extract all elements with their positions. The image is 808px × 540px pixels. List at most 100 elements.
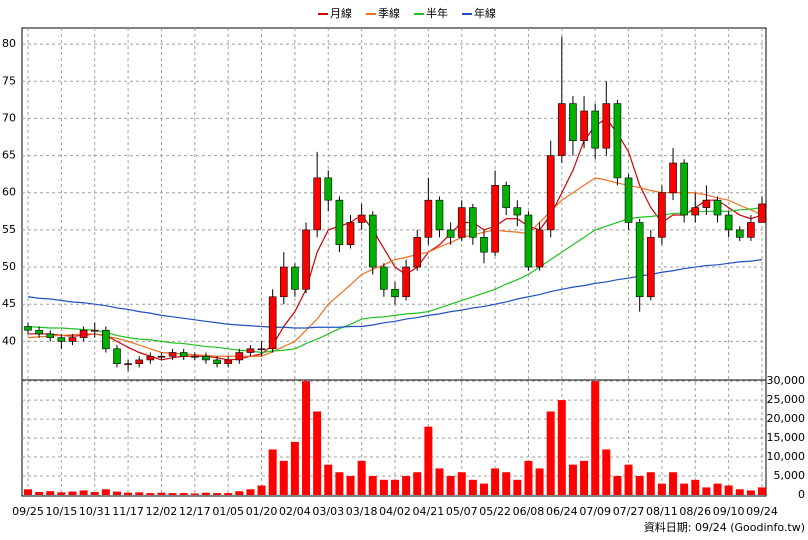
- legend-label: 年線: [474, 6, 496, 20]
- x-tick-label: 06/08: [513, 505, 545, 518]
- candle-body: [669, 162, 677, 194]
- candle-body: [524, 214, 533, 268]
- volume-bar: [713, 483, 722, 495]
- candle-body: [346, 222, 355, 246]
- x-tick-label: 05/07: [446, 505, 478, 518]
- y-tick-label: 60: [2, 186, 16, 199]
- candle-body: [758, 203, 766, 223]
- candle-body: [291, 266, 299, 290]
- volume-bar: [224, 493, 233, 495]
- volume-bar: [379, 479, 388, 495]
- volume-bar: [746, 490, 755, 495]
- volume-bar: [446, 476, 455, 495]
- x-tick-label: 08/11: [646, 505, 678, 518]
- x-tick-label: 06/24: [546, 505, 578, 518]
- volume-bar: [413, 472, 422, 495]
- candle-body: [658, 192, 666, 238]
- ma-line: [27, 177, 763, 357]
- volume-bar: [190, 493, 199, 495]
- volume-bar: [546, 411, 555, 495]
- x-tick-label: 11/17: [112, 505, 144, 518]
- volume-bar: [257, 485, 266, 495]
- volume-bar: [669, 472, 678, 495]
- candle-body: [702, 199, 711, 208]
- volume-bar: [112, 491, 121, 495]
- candle-body: [435, 199, 444, 231]
- x-tick-label: 04/21: [413, 505, 445, 518]
- candle-body: [179, 352, 188, 357]
- volume-bar: [457, 472, 466, 495]
- candle-body: [424, 199, 433, 238]
- volume-bar: [302, 381, 311, 495]
- volume-bar: [35, 491, 44, 495]
- candle-body: [257, 348, 266, 351]
- candle-body: [469, 207, 477, 238]
- volume-bar: [513, 479, 522, 495]
- candle-body: [491, 185, 499, 253]
- volume-bar: [101, 489, 110, 495]
- candle-body: [324, 177, 333, 201]
- volume-bar: [313, 411, 322, 495]
- candle-body: [202, 355, 210, 361]
- volume-bar: [324, 464, 333, 495]
- candle-body: [502, 185, 511, 208]
- y-tick-label: 50: [2, 260, 16, 273]
- volume-bar: [279, 460, 288, 495]
- volume-bar: [735, 489, 744, 495]
- legend-label: 半年: [426, 6, 448, 20]
- x-tick-label: 08/26: [679, 505, 711, 518]
- x-tick-label: 07/27: [613, 505, 645, 518]
- legend-label: 月線: [330, 6, 352, 20]
- volume-bar: [435, 468, 444, 495]
- volume-bar: [46, 491, 55, 495]
- candle-body: [313, 177, 321, 231]
- volume-bar: [246, 489, 255, 495]
- candle-body: [79, 329, 88, 338]
- volume-bar: [591, 381, 600, 495]
- y-tick-label: 45: [2, 297, 16, 310]
- x-tick-label: 01/20: [246, 505, 278, 518]
- candle-body: [391, 289, 399, 298]
- y2-tick-label: 20,000: [767, 412, 806, 425]
- candle-body: [402, 266, 410, 298]
- candle-body: [268, 296, 277, 350]
- candle-body: [157, 355, 166, 358]
- candle-body: [168, 352, 177, 357]
- x-tick-label: 12/17: [179, 505, 211, 518]
- volume-bar: [201, 492, 210, 495]
- volume-bar: [557, 400, 566, 495]
- candle-body: [368, 214, 377, 268]
- volume-bar: [635, 476, 644, 495]
- candle-body: [380, 266, 388, 290]
- volume-bar: [68, 491, 77, 495]
- candle-body: [569, 103, 577, 142]
- volume-bar: [79, 490, 88, 495]
- candle-body: [113, 348, 121, 364]
- candle-body: [102, 329, 110, 350]
- volume-bar: [491, 468, 500, 495]
- volume-bar: [402, 476, 411, 495]
- volume-bar: [268, 449, 277, 495]
- x-tick-label: 12/02: [146, 505, 178, 518]
- volume-bar: [680, 483, 689, 495]
- candle-body: [613, 103, 622, 179]
- candle-body: [546, 155, 555, 231]
- volume-bar: [424, 426, 433, 495]
- x-tick-label: 09/24: [746, 505, 778, 518]
- volume-bar: [524, 460, 533, 495]
- volume-bar: [157, 492, 166, 495]
- volume-bar: [213, 493, 222, 495]
- volume-bar: [179, 493, 188, 495]
- y2-tick-label: 25,000: [767, 393, 806, 406]
- volume-bar: [124, 492, 133, 495]
- candle-body: [535, 229, 544, 268]
- candle-body: [68, 337, 77, 342]
- volume-bar: [702, 487, 711, 495]
- candle-body: [480, 237, 488, 253]
- volume-bar: [57, 492, 66, 495]
- x-tick-label: 09/25: [12, 505, 44, 518]
- volume-bar: [535, 468, 544, 495]
- candle-body: [146, 355, 155, 361]
- candle-body: [302, 229, 310, 290]
